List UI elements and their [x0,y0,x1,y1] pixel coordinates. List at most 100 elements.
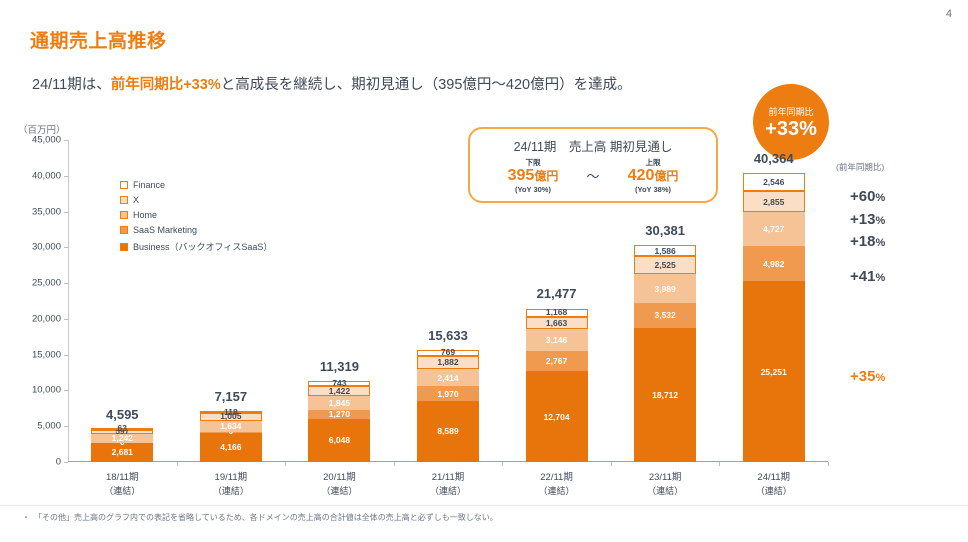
x-axis-period: 21/11期 [431,472,465,483]
x-axis-tick-mark [610,462,612,466]
bar-segment-label: 3,532 [654,310,676,321]
callout-upper-caption: 上限 [645,158,661,167]
x-axis-period: 20/11期 [323,472,356,483]
guidance-callout: 24/11期 売上高 期初見通し 下限 395億円 (YoY 30%) 〜 上限… [468,127,718,203]
bar-segment[interactable]: 1,586 [634,244,697,257]
stacked-bar[interactable]: 25,251 4,982 4,727 2,855 2,546 40,364 [742,151,805,462]
bar-segment[interactable]: 1,634 [199,420,262,433]
callout-upper-value: 420億円 [606,167,701,185]
bar-group[interactable]: 12,704 2,767 3,146 1,663 1,168 21,477 22/11期 （連… [502,140,611,496]
bar-segment[interactable]: 1,168 [525,307,588,317]
chart-unit-label: （百万円） [18,125,66,136]
yoy-annotation-value: +60 [850,188,876,205]
x-axis-category-label: 20/11期 （連結） [321,471,357,498]
bar-group[interactable]: 18,712 3,532 3,989 2,525 1,586 30,381 23/11期 （連… [611,140,720,496]
badge-value: +33% [765,118,817,140]
x-axis-period-sub: （連結） [647,485,684,496]
x-axis-tick-mark [393,462,395,466]
bar-segment[interactable]: 18,712 [634,328,697,462]
bar-segment[interactable]: 2,414 [416,369,479,387]
bar-segment[interactable]: 1,242 [91,433,154,443]
yoy-annotation-percent: % [875,272,886,284]
bar-total-label: 11,319 [319,359,359,375]
bar-segment[interactable]: 1,005 [199,411,262,421]
y-axis-tick-label: 20,000 [31,313,61,325]
callout-lower-value: 395億円 [485,167,580,185]
legend-item[interactable]: Home [120,210,272,220]
bar-group[interactable]: 25,251 4,982 4,727 2,855 2,546 40,364 24/11期 （連… [719,140,828,496]
subtitle-pre: 24/11期は、 [32,77,111,93]
stacked-bar[interactable]: 18,712 3,532 3,989 2,525 1,586 30,381 [634,223,697,462]
bar-segment[interactable]: 63 [91,423,154,433]
y-axis-tick-label: 45,000 [31,134,61,146]
stacked-bar[interactable]: 8,589 1,970 2,414 1,882 769 15,633 [416,328,479,462]
y-axis-tick-mark [64,426,68,428]
y-axis-tick-label: 0 [55,456,61,468]
bar-total-label: 30,381 [645,222,686,238]
y-axis-tick-label: 35,000 [31,206,61,218]
bar-segment[interactable]: 6,048 [308,418,371,462]
bar-segment[interactable]: 2,767 [525,351,588,372]
bar-segment[interactable]: 2,525 [634,256,697,275]
legend-item[interactable]: Finance [120,180,272,190]
bar-segment[interactable]: 1,970 [416,386,479,401]
bar-segment[interactable]: 1,270 [308,408,371,419]
bar-segment-label: 25,251 [760,366,787,377]
bar-total-label: 40,364 [753,151,794,167]
bar-segment[interactable]: 4,166 [199,432,262,462]
bar-segment[interactable]: 1,845 [308,396,371,410]
legend-item[interactable]: X [120,195,272,205]
stacked-bar[interactable]: 12,704 2,767 3,146 1,663 1,168 21,477 [525,286,588,462]
legend-item[interactable]: Business（バックオフィスSaaS） [120,240,272,253]
chart-legend: Finance X Home SaaS Marketing Business（バックオフ… [120,180,272,258]
bar-segment-label: 2,414 [437,372,459,383]
legend-item[interactable]: SaaS Marketing [120,225,272,235]
yoy-annotation-value: +41 [850,268,876,285]
y-axis-tick-label: 15,000 [31,349,61,361]
y-axis-tick-mark [64,175,68,177]
bar-segment[interactable]: 118 [199,407,262,417]
bar-segment-label: 1,663 [545,317,568,328]
bar-segment[interactable]: 597 [91,426,154,436]
bar-segment[interactable]: 2,681 [91,442,154,462]
legend-item-label: SaaS Marketing [133,225,198,235]
bar-segment[interactable]: 8,589 [416,400,479,462]
legend-swatch-icon [120,196,128,204]
bar-segment[interactable]: 3,146 [525,328,588,352]
bar-segment[interactable]: 769 [416,347,479,358]
callout-lower-number: 395 [507,167,535,184]
bar-segment[interactable]: 2,855 [742,191,805,212]
bar-group[interactable]: 6,048 1,270 1,845 1,422 743 11,319 20/11期 （連結） [285,140,394,496]
bar-segment[interactable]: 12,704 [525,371,588,462]
yoy-annotation-percent: % [875,237,886,249]
bar-segment-label: 769 [440,347,456,358]
bar-segment[interactable]: 25,251 [742,281,805,462]
bar-segment[interactable]: 743 [308,378,371,388]
x-axis-period-sub: （連結） [429,485,466,496]
y-axis-tick-mark [64,283,68,285]
x-axis-tick-mark [176,462,178,466]
bar-segment[interactable]: 4,982 [742,245,805,282]
y-axis-tick-mark [64,462,68,463]
bar-segment[interactable]: 3,532 [634,302,697,329]
bar-segment[interactable]: 1,422 [308,386,371,397]
stacked-bar[interactable]: 6,048 1,270 1,845 1,422 743 11,319 [308,359,371,462]
bar-group[interactable]: 8,589 1,970 2,414 1,882 769 15,633 21/11期 （連結） [394,140,503,496]
yoy-annotation-percent: % [875,215,886,227]
bar-segment-label: 2,855 [763,196,785,207]
bar-segment[interactable]: 1,663 [525,316,588,329]
callout-lower-yoy: (YoY 30%) [514,184,551,194]
bar-segment-label: 8,589 [437,426,459,437]
bar-total-label: 7,157 [214,388,248,404]
y-axis-tick-mark [64,390,68,392]
bar-segment[interactable]: 2,546 [742,173,805,192]
bar-segment[interactable]: 3,989 [634,274,697,303]
bar-segment[interactable]: 4,727 [742,211,805,246]
bar-segment[interactable]: 1,882 [416,355,479,370]
yoy-annotation: +41% [850,268,885,285]
bar-segment-label: 1,270 [328,408,351,419]
